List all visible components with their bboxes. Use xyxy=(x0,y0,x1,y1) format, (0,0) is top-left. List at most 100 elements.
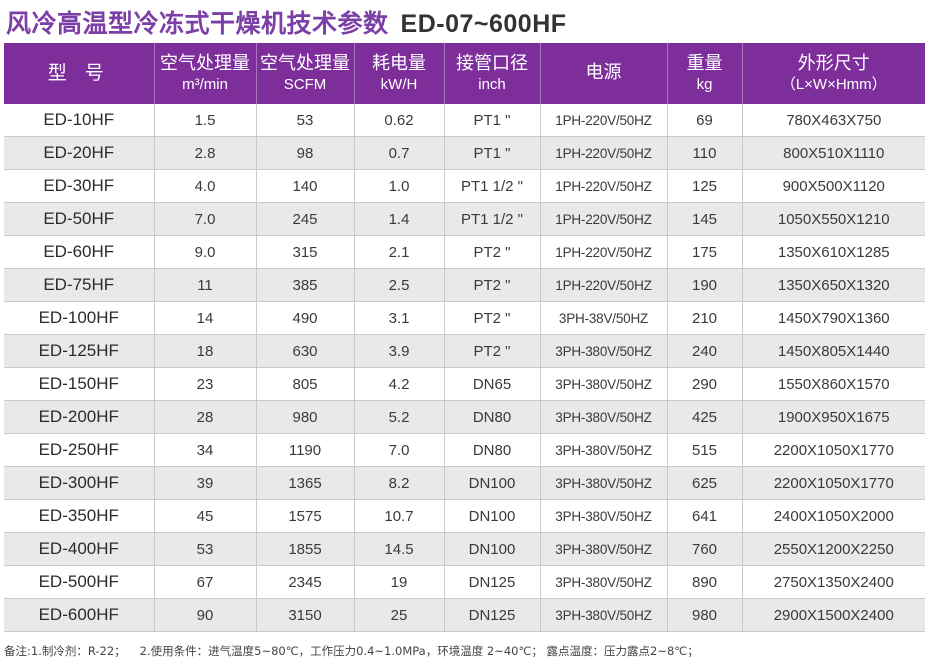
cell-flow-m3: 34 xyxy=(154,433,257,467)
cell-dimensions: 1900X950X1675 xyxy=(742,400,925,434)
table-row: ED-200HF 28 980 5.2 DN80 3PH-380V/50HZ 425 1900… xyxy=(4,400,925,434)
cell-weight: 69 xyxy=(667,104,743,137)
cell-power-consumption: 1.0 xyxy=(354,169,445,203)
cell-weight: 210 xyxy=(667,301,743,335)
table-header: 型 号 空气处理量 m³/min 空气处理量 SCFM 耗电量 kW/H 接管口… xyxy=(4,43,925,104)
cell-dimensions: 900X500X1120 xyxy=(742,169,925,203)
cell-flow-scfm: 1575 xyxy=(256,499,355,533)
cell-flow-m3: 45 xyxy=(154,499,257,533)
cell-flow-m3: 28 xyxy=(154,400,257,434)
page-title: 风冷高温型冷冻式干燥机技术参数 ED-07~600HF xyxy=(6,4,567,44)
footnote-conditions: 2.使用条件：进气温度5~80℃，工作压力0.4~1.0MPa，环境温度 2~4… xyxy=(139,644,699,658)
table-row: ED-75HF 11 385 2.5 PT2 " 1PH-220V/50HZ 190 1350… xyxy=(4,268,925,302)
cell-flow-scfm: 1855 xyxy=(256,532,355,566)
cell-power-supply: 3PH-38V/50HZ xyxy=(540,301,668,335)
cell-model: ED-200HF xyxy=(4,400,155,434)
cell-model: ED-100HF xyxy=(4,301,155,335)
table-row: ED-500HF 67 2345 19 DN125 3PH-380V/50HZ 890 275… xyxy=(4,565,925,599)
cell-dimensions: 1450X790X1360 xyxy=(742,301,925,335)
title-model-range: ED-07~600HF xyxy=(400,10,567,38)
cell-pipe-size: DN125 xyxy=(444,565,541,599)
header-flow-scfm: 空气处理量 SCFM xyxy=(256,43,355,104)
cell-flow-scfm: 385 xyxy=(256,268,355,302)
cell-pipe-size: DN100 xyxy=(444,532,541,566)
cell-dimensions: 1350X610X1285 xyxy=(742,235,925,269)
table-row: ED-50HF 7.0 245 1.4 PT1 1/2 " 1PH-220V/50HZ 14… xyxy=(4,202,925,236)
cell-dimensions: 2750X1350X2400 xyxy=(742,565,925,599)
cell-flow-scfm: 805 xyxy=(256,367,355,401)
cell-power-supply: 1PH-220V/50HZ xyxy=(540,104,668,137)
cell-power-consumption: 8.2 xyxy=(354,466,445,500)
cell-pipe-size: PT1 1/2 " xyxy=(444,202,541,236)
cell-flow-m3: 7.0 xyxy=(154,202,257,236)
cell-dimensions: 1050X550X1210 xyxy=(742,202,925,236)
cell-flow-scfm: 3150 xyxy=(256,598,355,632)
table-row: ED-125HF 18 630 3.9 PT2 " 3PH-380V/50HZ 240 145… xyxy=(4,334,925,368)
cell-power-supply: 1PH-220V/50HZ xyxy=(540,169,668,203)
cell-power-supply: 3PH-380V/50HZ xyxy=(540,334,668,368)
cell-power-consumption: 1.4 xyxy=(354,202,445,236)
cell-dimensions: 2550X1200X2250 xyxy=(742,532,925,566)
cell-power-supply: 3PH-380V/50HZ xyxy=(540,499,668,533)
cell-weight: 175 xyxy=(667,235,743,269)
spec-table: 型 号 空气处理量 m³/min 空气处理量 SCFM 耗电量 kW/H 接管口… xyxy=(4,43,925,632)
table-body: ED-10HF 1.5 53 0.62 PT1 " 1PH-220V/50HZ 69 780X… xyxy=(4,104,925,632)
cell-flow-scfm: 2345 xyxy=(256,565,355,599)
table-row: ED-60HF 9.0 315 2.1 PT2 " 1PH-220V/50HZ 175 135… xyxy=(4,235,925,269)
cell-flow-m3: 67 xyxy=(154,565,257,599)
cell-flow-m3: 9.0 xyxy=(154,235,257,269)
cell-model: ED-125HF xyxy=(4,334,155,368)
cell-dimensions: 1350X650X1320 xyxy=(742,268,925,302)
cell-weight: 125 xyxy=(667,169,743,203)
cell-power-consumption: 0.7 xyxy=(354,136,445,170)
cell-flow-scfm: 1190 xyxy=(256,433,355,467)
cell-pipe-size: PT2 " xyxy=(444,301,541,335)
footnote: 备注:1.制冷剂：R-22； 2.使用条件：进气温度5~80℃，工作压力0.4~1… xyxy=(4,643,699,659)
cell-flow-scfm: 490 xyxy=(256,301,355,335)
cell-weight: 145 xyxy=(667,202,743,236)
cell-model: ED-600HF xyxy=(4,598,155,632)
header-weight: 重量 kg xyxy=(667,43,743,104)
cell-model: ED-20HF xyxy=(4,136,155,170)
cell-pipe-size: PT1 " xyxy=(444,136,541,170)
header-flow-m3: 空气处理量 m³/min xyxy=(154,43,257,104)
cell-flow-m3: 2.8 xyxy=(154,136,257,170)
header-power-consumption: 耗电量 kW/H xyxy=(354,43,445,104)
cell-power-supply: 3PH-380V/50HZ xyxy=(540,598,668,632)
cell-model: ED-250HF xyxy=(4,433,155,467)
table-row: ED-150HF 23 805 4.2 DN65 3PH-380V/50HZ 290 1550… xyxy=(4,367,925,401)
cell-pipe-size: PT1 1/2 " xyxy=(444,169,541,203)
cell-dimensions: 780X463X750 xyxy=(742,104,925,137)
cell-model: ED-10HF xyxy=(4,104,155,137)
cell-model: ED-350HF xyxy=(4,499,155,533)
cell-flow-m3: 1.5 xyxy=(154,104,257,137)
cell-model: ED-50HF xyxy=(4,202,155,236)
cell-power-supply: 3PH-380V/50HZ xyxy=(540,367,668,401)
cell-power-consumption: 14.5 xyxy=(354,532,445,566)
cell-flow-m3: 39 xyxy=(154,466,257,500)
cell-power-supply: 1PH-220V/50HZ xyxy=(540,235,668,269)
cell-power-consumption: 3.9 xyxy=(354,334,445,368)
cell-weight: 110 xyxy=(667,136,743,170)
cell-power-consumption: 25 xyxy=(354,598,445,632)
cell-weight: 515 xyxy=(667,433,743,467)
cell-weight: 641 xyxy=(667,499,743,533)
cell-dimensions: 2200X1050X1770 xyxy=(742,433,925,467)
header-power-supply: 电源 xyxy=(540,43,668,104)
cell-flow-scfm: 140 xyxy=(256,169,355,203)
cell-flow-scfm: 53 xyxy=(256,104,355,137)
cell-weight: 240 xyxy=(667,334,743,368)
table-row: ED-400HF 53 1855 14.5 DN100 3PH-380V/50HZ 760 2… xyxy=(4,532,925,566)
cell-flow-m3: 11 xyxy=(154,268,257,302)
cell-model: ED-400HF xyxy=(4,532,155,566)
cell-dimensions: 2900X1500X2400 xyxy=(742,598,925,632)
cell-flow-scfm: 315 xyxy=(256,235,355,269)
cell-pipe-size: DN80 xyxy=(444,400,541,434)
cell-dimensions: 1550X860X1570 xyxy=(742,367,925,401)
cell-dimensions: 800X510X1110 xyxy=(742,136,925,170)
footnote-refrigerant: 备注:1.制冷剂：R-22； xyxy=(4,644,126,658)
cell-pipe-size: DN100 xyxy=(444,499,541,533)
cell-power-consumption: 0.62 xyxy=(354,104,445,137)
cell-model: ED-75HF xyxy=(4,268,155,302)
cell-weight: 425 xyxy=(667,400,743,434)
